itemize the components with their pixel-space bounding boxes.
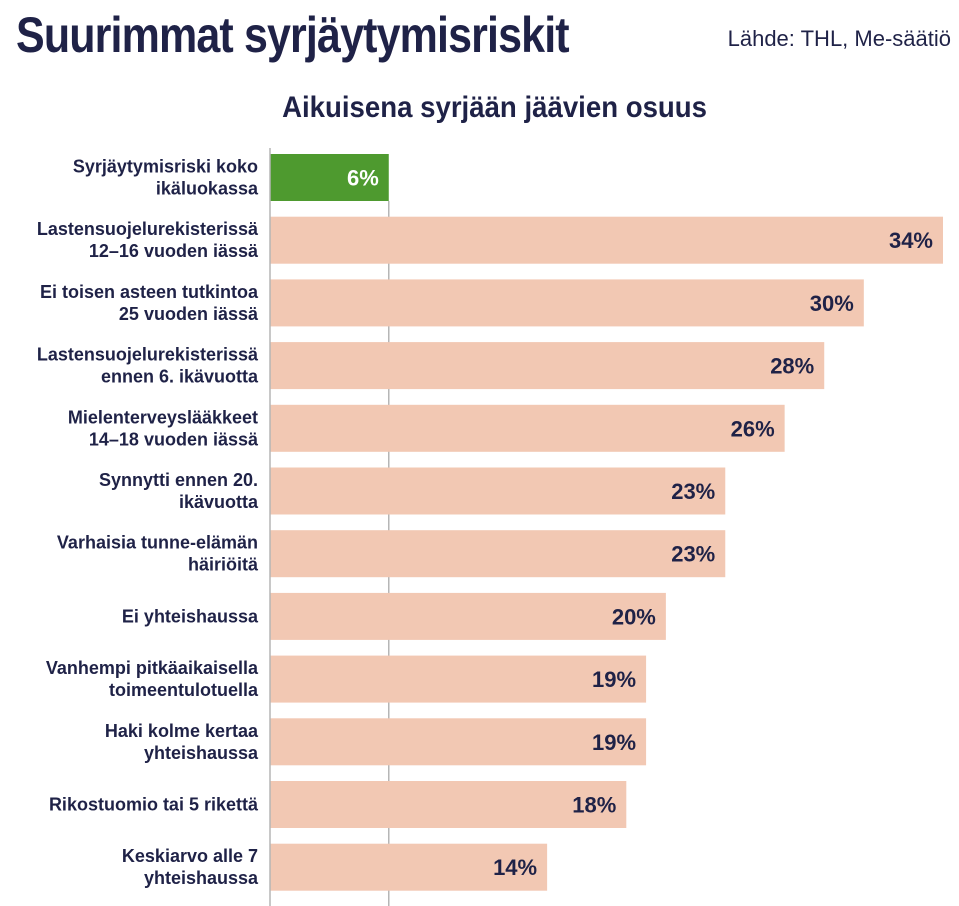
source-note: Lähde: THL, Me-säätiö <box>727 26 951 51</box>
data-label: 20% <box>612 604 656 629</box>
bar <box>270 592 666 640</box>
category-label: Mielenterveyslääkkeet 14–18 vuoden iässä <box>68 407 259 449</box>
category-label: Vanhempi pitkäaikaisella toimeentulotuell… <box>46 658 259 700</box>
category-label: Syrjäytymisriski koko ikäluokassa <box>73 157 259 199</box>
page-title: Suurimmat syrjäytymisriskit <box>16 7 570 63</box>
category-label: Ei toisen asteen tutkintoa 25 vuoden iäss… <box>40 282 259 324</box>
bar <box>270 781 627 828</box>
data-label: 28% <box>770 354 814 379</box>
data-label: 19% <box>592 667 636 692</box>
chart-title-text: Aikuisena syrjään jäävien osuus <box>282 91 708 124</box>
chart-title: Aikuisena syrjään jäävien osuus <box>40 88 922 128</box>
data-label: 6% <box>347 166 379 191</box>
chart-header: Suurimmat syrjäytymisriskit Lähde: THL, … <box>16 2 951 72</box>
category-label: Lastensuojelurekisterissä 12–16 vuoden iä… <box>37 219 259 261</box>
category-label: Rikostuomio tai 5 rikettä <box>49 795 259 815</box>
data-label: 30% <box>810 291 854 316</box>
category-label: Ei yhteishaussa <box>122 606 259 626</box>
category-label: Keskiarvo alle 7 yhteishaussa <box>122 846 259 888</box>
data-label: 19% <box>592 730 636 755</box>
data-label: 23% <box>671 542 715 567</box>
category-label: Synnytti ennen 20. ikävuotta <box>99 470 259 512</box>
bar <box>270 843 548 891</box>
bar <box>270 655 647 703</box>
category-label: Haki kolme kertaa yhteishaussa <box>105 721 259 763</box>
bar <box>270 342 825 390</box>
category-label: Varhaisia tunne-elämän häiriöitä <box>57 533 259 575</box>
bar <box>270 279 864 327</box>
data-label: 34% <box>889 228 933 253</box>
bar <box>270 154 389 201</box>
bar <box>270 216 943 264</box>
bar <box>270 404 785 452</box>
data-label: 23% <box>671 479 715 504</box>
data-label: 14% <box>493 855 537 880</box>
data-label: 26% <box>731 416 775 441</box>
data-label: 18% <box>572 793 616 818</box>
bar-chart: 6% Syrjäytymisriski koko ikäluokassa 34% Las… <box>37 148 943 906</box>
bar <box>270 718 647 766</box>
bar <box>270 467 726 515</box>
category-label: Lastensuojelurekisterissä ennen 6. ikävuo… <box>37 345 259 387</box>
bar <box>270 530 726 578</box>
